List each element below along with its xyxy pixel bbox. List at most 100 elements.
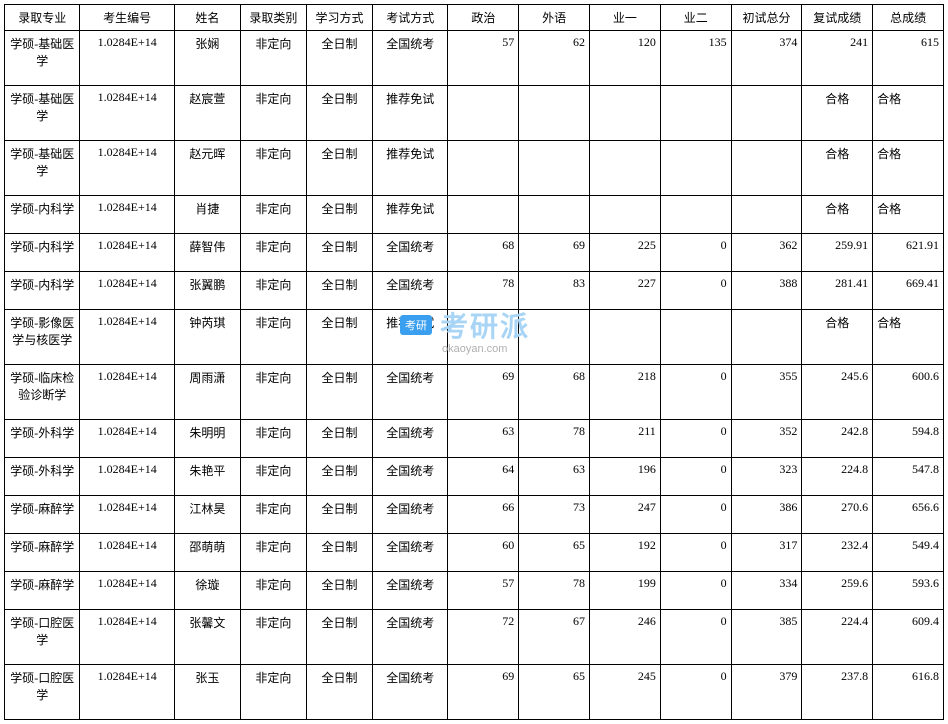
cell: 245.6 bbox=[802, 365, 873, 420]
cell: 合格 bbox=[802, 310, 873, 365]
cell: 全国统考 bbox=[372, 458, 447, 496]
cell: 68 bbox=[448, 234, 519, 272]
cell: 78 bbox=[519, 572, 590, 610]
cell: 388 bbox=[731, 272, 802, 310]
cell: 朱艳平 bbox=[174, 458, 240, 496]
cell: 学硕-基础医学 bbox=[5, 31, 80, 86]
cell: 57 bbox=[448, 31, 519, 86]
cell: 0 bbox=[660, 496, 731, 534]
cell: 全日制 bbox=[306, 272, 372, 310]
cell: 学硕-内科学 bbox=[5, 196, 80, 234]
cell: 0 bbox=[660, 610, 731, 665]
table-row: 学硕-基础医学1.0284E+14赵宸萱非定向全日制推荐免试合格合格 bbox=[5, 86, 944, 141]
cell: 全日制 bbox=[306, 572, 372, 610]
cell: 推荐免试 bbox=[372, 310, 447, 365]
cell: 211 bbox=[590, 420, 661, 458]
cell: 120 bbox=[590, 31, 661, 86]
cell: 241 bbox=[802, 31, 873, 86]
cell: 赵宸萱 bbox=[174, 86, 240, 141]
cell: 全日制 bbox=[306, 31, 372, 86]
cell bbox=[448, 141, 519, 196]
table-row: 学硕-麻醉学1.0284E+14邵萌萌非定向全日制全国统考60651920317… bbox=[5, 534, 944, 572]
cell bbox=[660, 310, 731, 365]
cell: 374 bbox=[731, 31, 802, 86]
cell bbox=[448, 196, 519, 234]
cell: 学硕-外科学 bbox=[5, 458, 80, 496]
cell: 224.8 bbox=[802, 458, 873, 496]
table-row: 学硕-临床检验诊断学1.0284E+14周雨潇非定向全日制全国统考6968218… bbox=[5, 365, 944, 420]
cell: 朱明明 bbox=[174, 420, 240, 458]
cell: 594.8 bbox=[873, 420, 944, 458]
cell: 1.0284E+14 bbox=[80, 196, 174, 234]
cell: 徐璇 bbox=[174, 572, 240, 610]
cell bbox=[519, 141, 590, 196]
cell: 259.6 bbox=[802, 572, 873, 610]
cell: 学硕-基础医学 bbox=[5, 86, 80, 141]
cell: 385 bbox=[731, 610, 802, 665]
cell: 69 bbox=[448, 365, 519, 420]
cell: 非定向 bbox=[240, 196, 306, 234]
cell: 245 bbox=[590, 665, 661, 720]
cell: 66 bbox=[448, 496, 519, 534]
cell: 600.6 bbox=[873, 365, 944, 420]
cell: 63 bbox=[448, 420, 519, 458]
cell: 317 bbox=[731, 534, 802, 572]
cell: 1.0284E+14 bbox=[80, 234, 174, 272]
cell: 135 bbox=[660, 31, 731, 86]
cell: 281.41 bbox=[802, 272, 873, 310]
cell bbox=[590, 310, 661, 365]
cell: 学硕-内科学 bbox=[5, 234, 80, 272]
cell bbox=[731, 196, 802, 234]
cell: 355 bbox=[731, 365, 802, 420]
cell: 270.6 bbox=[802, 496, 873, 534]
cell: 1.0284E+14 bbox=[80, 572, 174, 610]
cell: 593.6 bbox=[873, 572, 944, 610]
cell: 362 bbox=[731, 234, 802, 272]
cell: 247 bbox=[590, 496, 661, 534]
cell: 334 bbox=[731, 572, 802, 610]
cell: 合格 bbox=[873, 310, 944, 365]
cell: 非定向 bbox=[240, 86, 306, 141]
col-header-7: 外语 bbox=[519, 5, 590, 31]
cell: 学硕-外科学 bbox=[5, 420, 80, 458]
cell: 656.6 bbox=[873, 496, 944, 534]
cell: 72 bbox=[448, 610, 519, 665]
cell: 学硕-麻醉学 bbox=[5, 496, 80, 534]
cell: 0 bbox=[660, 572, 731, 610]
cell bbox=[660, 196, 731, 234]
cell: 全日制 bbox=[306, 196, 372, 234]
table-row: 学硕-麻醉学1.0284E+14徐璇非定向全日制全国统考577819903342… bbox=[5, 572, 944, 610]
cell: 非定向 bbox=[240, 272, 306, 310]
cell: 237.8 bbox=[802, 665, 873, 720]
table-row: 学硕-口腔医学1.0284E+14张馨文非定向全日制全国统考7267246038… bbox=[5, 610, 944, 665]
cell: 57 bbox=[448, 572, 519, 610]
cell: 1.0284E+14 bbox=[80, 141, 174, 196]
cell: 非定向 bbox=[240, 310, 306, 365]
cell: 非定向 bbox=[240, 234, 306, 272]
cell: 全国统考 bbox=[372, 665, 447, 720]
cell: 242.8 bbox=[802, 420, 873, 458]
cell bbox=[590, 141, 661, 196]
cell: 邵萌萌 bbox=[174, 534, 240, 572]
cell: 227 bbox=[590, 272, 661, 310]
col-header-5: 考试方式 bbox=[372, 5, 447, 31]
cell bbox=[448, 86, 519, 141]
cell: 推荐免试 bbox=[372, 86, 447, 141]
cell: 1.0284E+14 bbox=[80, 610, 174, 665]
col-header-2: 姓名 bbox=[174, 5, 240, 31]
cell: 合格 bbox=[873, 196, 944, 234]
table-row: 学硕-内科学1.0284E+14薛智伟非定向全日制全国统考68692250362… bbox=[5, 234, 944, 272]
cell: 全日制 bbox=[306, 310, 372, 365]
cell: 全国统考 bbox=[372, 534, 447, 572]
cell: 江林昊 bbox=[174, 496, 240, 534]
cell bbox=[519, 310, 590, 365]
col-header-1: 考生编号 bbox=[80, 5, 174, 31]
cell: 1.0284E+14 bbox=[80, 458, 174, 496]
table-row: 学硕-口腔医学1.0284E+14张玉非定向全日制全国统考69652450379… bbox=[5, 665, 944, 720]
cell: 1.0284E+14 bbox=[80, 534, 174, 572]
cell: 0 bbox=[660, 234, 731, 272]
cell: 非定向 bbox=[240, 31, 306, 86]
cell: 全日制 bbox=[306, 534, 372, 572]
table-header-row: 录取专业考生编号姓名录取类别学习方式考试方式政治外语业一业二初试总分复试成绩总成… bbox=[5, 5, 944, 31]
cell: 0 bbox=[660, 665, 731, 720]
